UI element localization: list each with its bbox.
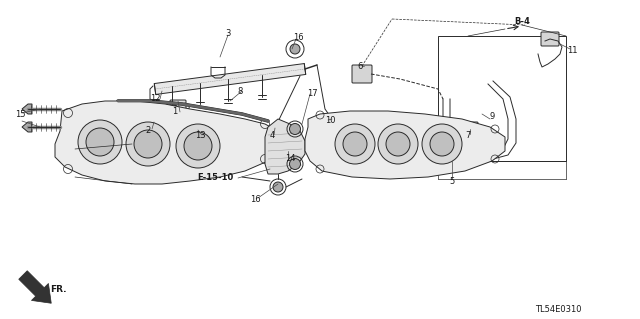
Polygon shape [305, 111, 505, 179]
Text: 14: 14 [285, 154, 295, 164]
Circle shape [270, 131, 280, 141]
Text: 12: 12 [150, 94, 160, 103]
Polygon shape [22, 104, 32, 114]
FancyBboxPatch shape [170, 100, 186, 124]
Circle shape [273, 182, 283, 192]
Text: 15: 15 [15, 110, 25, 120]
Text: 7: 7 [465, 131, 470, 140]
Polygon shape [22, 122, 32, 132]
Circle shape [289, 159, 301, 169]
Circle shape [289, 123, 301, 135]
Text: 16: 16 [250, 195, 260, 204]
Text: E-15-10: E-15-10 [197, 173, 233, 182]
Text: 2: 2 [145, 127, 150, 136]
Circle shape [430, 132, 454, 156]
FancyBboxPatch shape [352, 65, 372, 83]
Circle shape [86, 128, 114, 156]
Text: 4: 4 [269, 131, 275, 140]
Text: 10: 10 [324, 116, 335, 125]
Circle shape [78, 120, 122, 164]
FancyBboxPatch shape [541, 32, 559, 46]
Text: 13: 13 [195, 131, 205, 140]
Text: 3: 3 [225, 29, 230, 39]
Text: TL54E0310: TL54E0310 [535, 305, 581, 314]
Polygon shape [19, 271, 51, 303]
Circle shape [134, 130, 162, 158]
Circle shape [343, 132, 367, 156]
Polygon shape [55, 101, 282, 184]
Text: 16: 16 [292, 33, 303, 41]
Circle shape [193, 131, 203, 141]
Text: 9: 9 [490, 113, 495, 122]
Text: 11: 11 [567, 47, 577, 56]
FancyBboxPatch shape [458, 122, 478, 140]
Text: 5: 5 [449, 176, 454, 186]
Text: FR.: FR. [50, 285, 67, 293]
Text: 1: 1 [172, 108, 178, 116]
Circle shape [378, 124, 418, 164]
Circle shape [335, 124, 375, 164]
Polygon shape [154, 63, 306, 94]
Text: B-4: B-4 [514, 18, 530, 26]
Circle shape [290, 44, 300, 54]
Circle shape [126, 122, 170, 166]
Text: 17: 17 [307, 90, 317, 99]
Text: 8: 8 [237, 86, 243, 95]
Circle shape [184, 132, 212, 160]
Circle shape [422, 124, 462, 164]
FancyBboxPatch shape [322, 114, 342, 132]
Polygon shape [265, 119, 305, 174]
Circle shape [176, 124, 220, 168]
Text: 6: 6 [357, 63, 363, 71]
Circle shape [386, 132, 410, 156]
